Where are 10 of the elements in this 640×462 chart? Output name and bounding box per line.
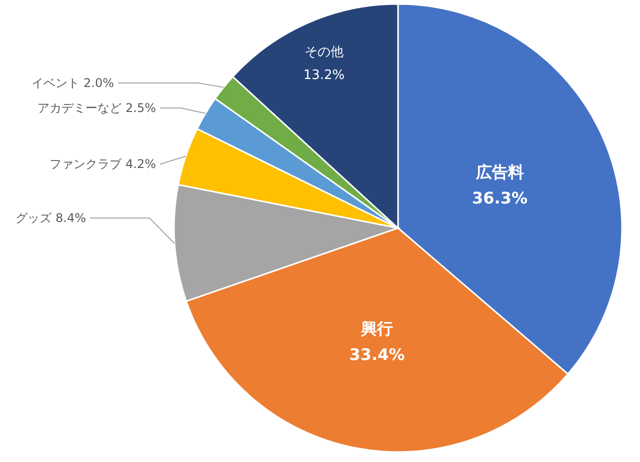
slice-label: 広告料 xyxy=(474,162,524,182)
data-label: 13.2% xyxy=(303,68,345,83)
slice-label: その他 xyxy=(304,44,344,60)
slice-label: グッズ 8.4% xyxy=(16,211,86,225)
slice-label: アカデミーなど 2.5% xyxy=(38,101,156,115)
slice-label: イベント 2.0% xyxy=(32,76,114,90)
data-label: 33.4% xyxy=(349,345,405,364)
data-label: 36.3% xyxy=(472,188,528,208)
slice-label: ファンクラブ 4.2% xyxy=(50,157,156,171)
slice-label: 興行 xyxy=(360,319,394,338)
